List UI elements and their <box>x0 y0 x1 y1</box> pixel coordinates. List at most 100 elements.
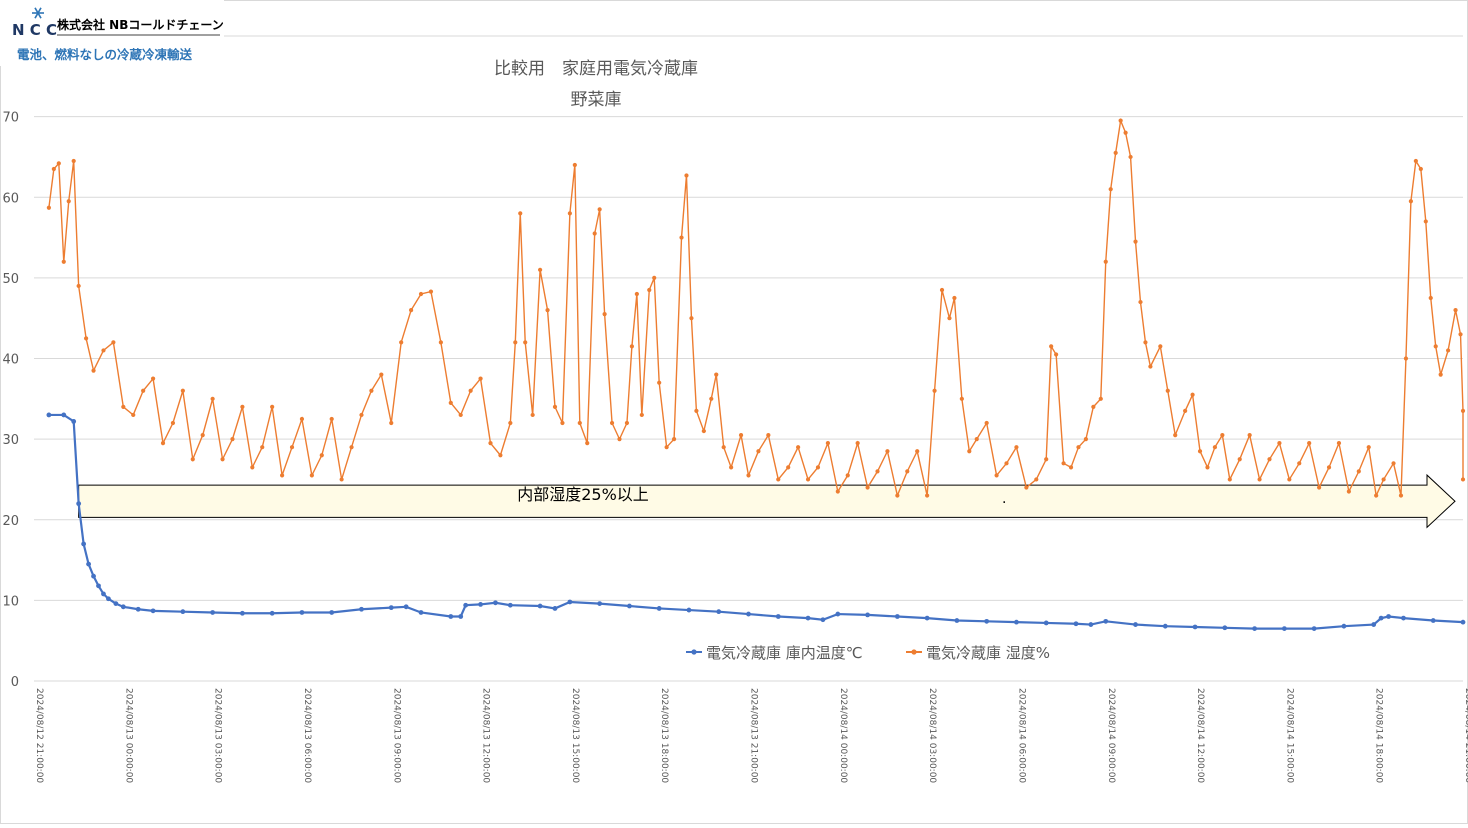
data-point <box>1317 485 1322 490</box>
data-point <box>1024 485 1029 490</box>
chart-title: 比較用 家庭用電気冷蔵庫 <box>494 59 698 79</box>
data-point <box>448 614 454 619</box>
data-point <box>656 606 662 611</box>
data-point <box>1401 615 1406 621</box>
legend-label: 電気冷蔵庫 庫内温度℃ <box>706 644 863 662</box>
data-point <box>508 420 513 426</box>
data-point <box>210 396 215 401</box>
data-point <box>329 610 335 615</box>
data-point <box>1128 154 1133 160</box>
data-point <box>684 173 689 178</box>
data-point <box>518 211 523 216</box>
y-tick-labels: 01020304050607080 <box>2 30 19 690</box>
data-point <box>239 610 245 616</box>
data-point <box>1054 352 1059 357</box>
data-point <box>399 340 404 345</box>
x-tick-label: 2024/08/14 15:00:00 <box>1284 688 1294 783</box>
data-point <box>552 606 558 611</box>
data-point <box>299 610 305 615</box>
data-point <box>1423 219 1428 224</box>
data-point <box>701 428 706 434</box>
data-point <box>664 445 669 450</box>
data-point <box>1413 158 1418 164</box>
data-point <box>299 416 305 422</box>
data-point <box>1336 441 1342 446</box>
company-logo: N C C 株式会社 NBコールドチェーン 電池、燃料なしの冷蔵冷凍輸送 <box>0 0 224 66</box>
x-tick-label: 2024/08/14 18:00:00 <box>1374 688 1384 783</box>
data-point <box>1398 493 1404 498</box>
data-point <box>463 602 469 608</box>
data-point <box>694 408 699 414</box>
data-point <box>1014 445 1019 450</box>
data-point <box>530 412 535 418</box>
x-tick-label: 2024/08/13 00:00:00 <box>123 688 133 783</box>
data-point <box>1460 619 1466 625</box>
legend-swatch-marker <box>911 649 917 655</box>
data-point <box>1197 449 1203 454</box>
data-point <box>488 441 493 446</box>
data-point <box>634 291 639 297</box>
data-point <box>1453 308 1458 313</box>
y-tick-label: 60 <box>2 191 19 206</box>
x-tick-label: 2024/08/13 21:00:00 <box>749 688 759 783</box>
legend[interactable]: 電気冷蔵庫 庫内温度℃ 電気冷蔵庫 湿度% <box>686 644 1050 662</box>
data-point <box>1205 465 1210 470</box>
data-point <box>523 340 528 345</box>
data-point <box>111 340 116 345</box>
data-point <box>498 453 503 458</box>
humidity-threshold-arrow <box>78 473 1456 529</box>
data-point <box>1103 618 1109 624</box>
data-point <box>76 283 81 289</box>
data-point <box>905 469 910 474</box>
legend-swatch-marker <box>691 649 697 655</box>
data-point <box>602 312 607 317</box>
x-tick-label: 2024/08/14 00:00:00 <box>838 688 848 783</box>
data-point <box>825 441 830 446</box>
data-point <box>1192 624 1198 630</box>
data-point <box>647 287 652 293</box>
data-point <box>552 404 558 409</box>
data-point <box>428 289 434 294</box>
data-point <box>617 437 622 442</box>
data-point <box>150 608 156 614</box>
data-point <box>671 437 677 442</box>
legend-label: 電気冷蔵庫 湿度% <box>926 644 1050 662</box>
data-point <box>1165 388 1170 393</box>
data-point <box>220 457 225 462</box>
x-tick-label: 2024/08/14 06:00:00 <box>1016 688 1026 783</box>
data-point <box>686 607 692 613</box>
data-point <box>160 441 166 446</box>
data-point <box>657 380 662 385</box>
data-point <box>1378 615 1384 621</box>
data-point <box>885 449 890 454</box>
data-point <box>319 453 324 458</box>
data-point <box>1173 432 1178 438</box>
data-point <box>805 615 811 621</box>
data-point <box>1049 344 1054 349</box>
x-tick-label: 2024/08/13 09:00:00 <box>391 688 401 783</box>
legend-item[interactable]: 電気冷蔵庫 湿度% <box>906 644 1050 662</box>
data-point <box>349 445 354 450</box>
data-point <box>609 420 615 426</box>
chart-subtitle: 野菜庫 <box>571 90 622 110</box>
data-point <box>835 489 840 494</box>
y-tick-label: 20 <box>2 514 19 529</box>
data-point <box>101 348 106 353</box>
data-point <box>458 614 464 619</box>
data-point <box>61 412 67 418</box>
data-point <box>1133 239 1138 244</box>
data-point <box>952 295 957 301</box>
data-point <box>1252 626 1258 631</box>
data-point <box>1237 457 1242 462</box>
data-point <box>775 614 781 619</box>
data-point <box>1044 457 1049 462</box>
company-name: 株式会社 NBコールドチェーン <box>57 17 224 32</box>
data-point <box>1118 118 1123 123</box>
data-point <box>1212 445 1218 450</box>
x-tick-labels: 2024/08/12 21:00:00 2024/08/13 00:00:00 20… <box>34 688 1468 783</box>
legend-item[interactable]: 電気冷蔵庫 庫内温度℃ <box>686 644 863 662</box>
snowflake-icon <box>32 7 44 19</box>
data-point <box>1458 332 1463 337</box>
y-tick-label: 30 <box>2 433 19 448</box>
